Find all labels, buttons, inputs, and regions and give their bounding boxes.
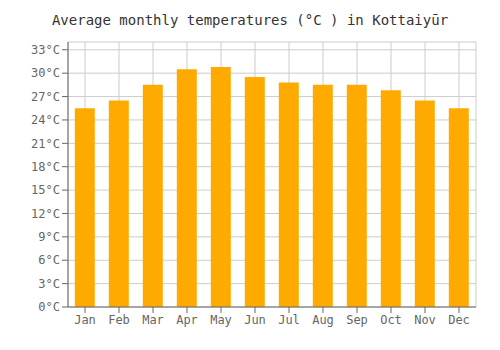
svg-text:Sep: Sep bbox=[346, 313, 368, 327]
svg-text:24°C: 24°C bbox=[31, 113, 60, 127]
svg-text:9°C: 9°C bbox=[38, 230, 60, 244]
svg-text:Feb: Feb bbox=[108, 313, 130, 327]
svg-text:May: May bbox=[210, 313, 232, 327]
svg-text:Mar: Mar bbox=[142, 313, 164, 327]
svg-text:27°C: 27°C bbox=[31, 90, 60, 104]
svg-text:15°C: 15°C bbox=[31, 183, 60, 197]
svg-text:Oct: Oct bbox=[380, 313, 402, 327]
svg-text:Aug: Aug bbox=[312, 313, 334, 327]
svg-text:Nov: Nov bbox=[414, 313, 436, 327]
svg-text:Jul: Jul bbox=[278, 313, 300, 327]
svg-text:Jun: Jun bbox=[244, 313, 266, 327]
svg-text:Apr: Apr bbox=[176, 313, 198, 327]
svg-text:12°C: 12°C bbox=[31, 207, 60, 221]
svg-text:21°C: 21°C bbox=[31, 137, 60, 151]
svg-text:18°C: 18°C bbox=[31, 160, 60, 174]
html-text:Average monthly temperatures (: Average monthly temperatures (°C ) in Ko… bbox=[51, 12, 449, 28]
svg-text:33°C: 33°C bbox=[31, 43, 60, 57]
svg-text:30°C: 30°C bbox=[31, 66, 60, 80]
svg-text:Dec: Dec bbox=[448, 313, 470, 327]
svg-text:Jan: Jan bbox=[74, 313, 96, 327]
svg-text:3°C: 3°C bbox=[38, 277, 60, 291]
svg-text:6°C: 6°C bbox=[38, 253, 60, 267]
svg-text:0°C: 0°C bbox=[38, 300, 60, 314]
